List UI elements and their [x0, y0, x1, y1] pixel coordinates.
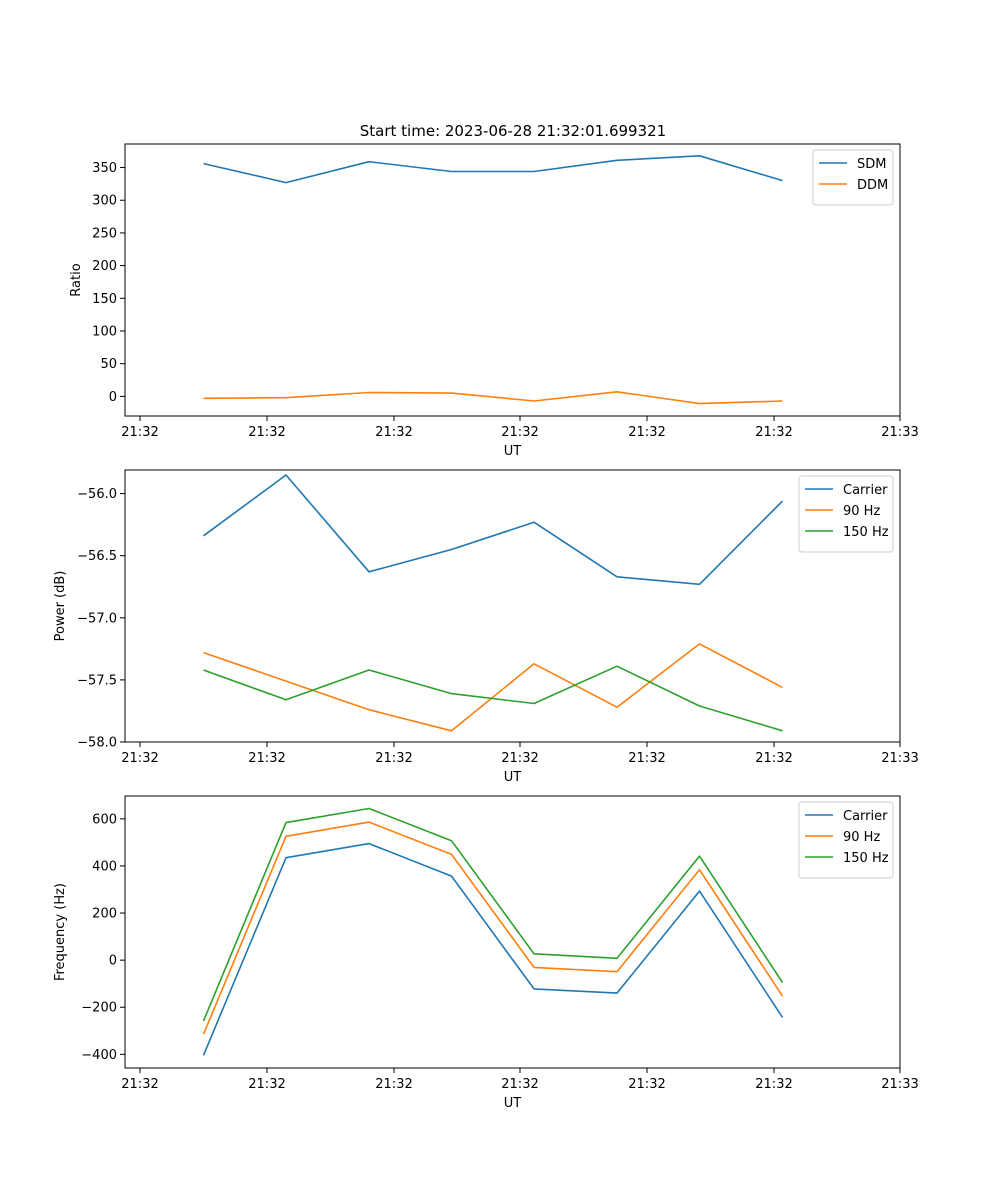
- series-line: [202, 807, 784, 1022]
- figure-title: Start time: 2023-06-28 21:32:01.699321: [360, 122, 666, 140]
- x-tick-label: 21:32: [121, 425, 158, 440]
- series-line: [203, 643, 783, 732]
- legend-frame: [798, 475, 894, 553]
- legend: Carrier 90 Hz 150 Hz: [798, 475, 894, 553]
- y-tick-label: 300: [92, 194, 117, 209]
- y-tick-label: 400: [92, 859, 117, 874]
- axes-frame: [124, 469, 901, 743]
- legend-label: DDM: [857, 178, 888, 193]
- subplot-2: 21:32 21:32 21:32 21:32 21:32 21:32 21:33 −58.0…: [53, 469, 919, 785]
- x-tick-label: 21:33: [881, 1077, 918, 1092]
- x-tick-label: 21:32: [755, 425, 792, 440]
- y-tick-label: −58.0: [77, 736, 117, 751]
- series-line: [202, 842, 784, 1056]
- y-axis-label: Power (dB): [53, 571, 68, 642]
- subplot-3: 21:32 21:32 21:32 21:32 21:32 21:32 21:33 −400 −…: [53, 795, 919, 1111]
- x-tick-label: 21:32: [248, 1077, 285, 1092]
- x-tick-label: 21:32: [375, 751, 412, 766]
- y-tick-label: 100: [92, 325, 117, 340]
- legend-label: 90 Hz: [843, 504, 880, 519]
- legend-label: Carrier: [843, 483, 888, 498]
- legend-label: 150 Hz: [843, 851, 889, 866]
- x-tick-label: 21:32: [121, 1077, 158, 1092]
- y-tick-label: −57.5: [77, 673, 117, 688]
- series-line: [203, 390, 783, 405]
- series-line: [203, 474, 784, 586]
- y-tick-label: 50: [100, 357, 117, 372]
- subplot-1: 21:32 21:32 21:32 21:32 21:32 21:32 21:33 0 50 10…: [69, 143, 919, 459]
- legend-label: Carrier: [843, 809, 888, 824]
- y-tick-label: −400: [81, 1048, 117, 1063]
- x-tick-label: 21:32: [628, 751, 665, 766]
- legend: Carrier 90 Hz 150 Hz: [798, 801, 894, 879]
- y-axis-label: Frequency (Hz): [53, 883, 68, 981]
- x-tick-label: 21:32: [628, 1077, 665, 1092]
- axes-frame: [124, 795, 901, 1069]
- x-tick-label: 21:32: [375, 1077, 412, 1092]
- legend-frame: [798, 801, 894, 879]
- series-line: [203, 155, 783, 184]
- x-tick-label: 21:32: [375, 425, 412, 440]
- y-tick-label: −57.0: [77, 611, 117, 626]
- x-tick-label: 21:33: [881, 425, 918, 440]
- x-tick-label: 21:32: [121, 751, 158, 766]
- subplots: 21:32 21:32 21:32 21:32 21:32 21:32 21:33 0 50 10…: [53, 143, 919, 1111]
- x-tick-label: 21:32: [501, 425, 538, 440]
- x-tick-label: 21:32: [755, 1077, 792, 1092]
- series-line: [203, 665, 783, 732]
- legend-label: SDM: [857, 157, 886, 172]
- y-tick-label: 0: [109, 954, 117, 969]
- y-tick-label: 200: [92, 259, 117, 274]
- x-axis-label: UT: [504, 444, 522, 459]
- x-axis-label: UT: [504, 1096, 522, 1111]
- x-tick-label: 21:32: [248, 425, 285, 440]
- x-tick-label: 21:32: [628, 425, 665, 440]
- x-tick-label: 21:33: [881, 751, 918, 766]
- y-tick-label: 250: [92, 226, 117, 241]
- y-tick-label: 350: [92, 161, 117, 176]
- y-tick-label: −200: [81, 1001, 117, 1016]
- y-tick-label: 150: [92, 292, 117, 307]
- legend-label: 90 Hz: [843, 830, 880, 845]
- y-tick-label: 0: [109, 390, 117, 405]
- x-axis-label: UT: [504, 770, 522, 785]
- x-tick-label: 21:32: [755, 751, 792, 766]
- legend: SDM DDM: [812, 149, 894, 206]
- x-tick-label: 21:32: [248, 751, 285, 766]
- y-tick-label: −56.0: [77, 487, 117, 502]
- axes-frame: [124, 143, 901, 417]
- y-tick-label: 200: [92, 907, 117, 922]
- y-axis-label: Ratio: [69, 263, 84, 296]
- y-tick-label: −56.5: [77, 549, 117, 564]
- y-tick-label: 600: [92, 812, 117, 827]
- legend-label: 150 Hz: [843, 525, 889, 540]
- series-line: [202, 821, 784, 1035]
- x-tick-label: 21:32: [501, 1077, 538, 1092]
- x-tick-label: 21:32: [501, 751, 538, 766]
